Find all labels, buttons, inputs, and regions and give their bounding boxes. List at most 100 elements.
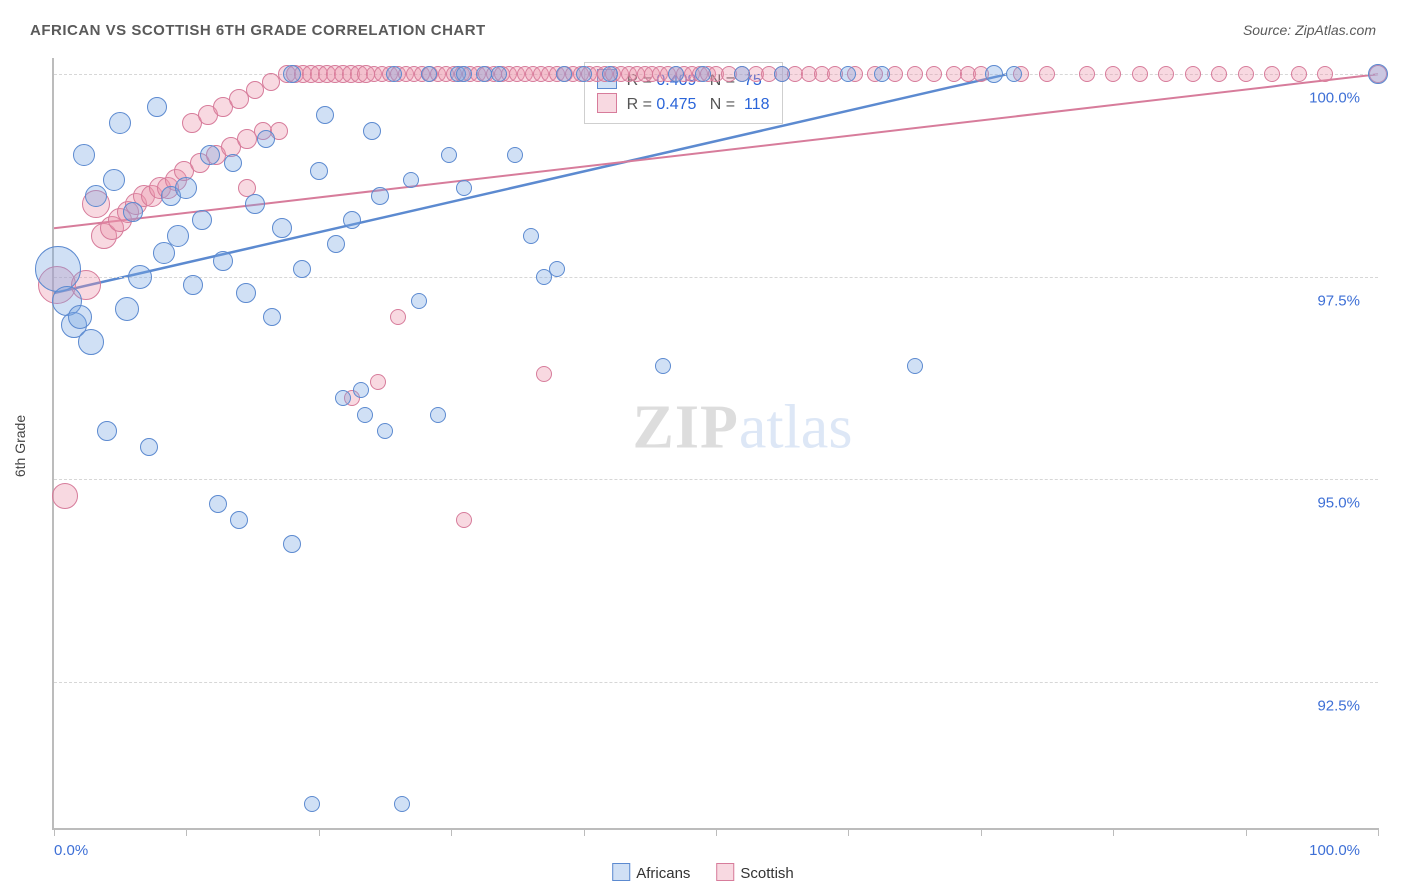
chart-title: AFRICAN VS SCOTTISH 6TH GRADE CORRELATIO… [30, 22, 486, 39]
africans-point [192, 210, 212, 230]
africans-point [85, 185, 107, 207]
africans-point [316, 106, 334, 124]
africans-point [377, 423, 393, 439]
x-tick [1378, 828, 1379, 836]
africans-point [283, 65, 301, 83]
africans-point [123, 202, 143, 222]
africans-point [304, 796, 320, 812]
x-tick [54, 828, 55, 836]
africans-point [283, 535, 301, 553]
africans-point [147, 97, 167, 117]
x-tick [716, 828, 717, 836]
africans-point [576, 66, 592, 82]
africans-point [183, 275, 203, 295]
africans-point [293, 260, 311, 278]
africans-point [327, 235, 345, 253]
y-axis-label: 6th Grade [12, 415, 28, 477]
gridline [54, 277, 1378, 278]
africans-point [335, 390, 351, 406]
africans-point [507, 147, 523, 163]
scottish-point [390, 309, 406, 325]
africans-point [200, 145, 220, 165]
africans-point [68, 305, 92, 329]
africans-point [421, 66, 437, 82]
legend: Africans Scottish [612, 863, 794, 882]
scottish-point [926, 66, 942, 82]
x-tick [186, 828, 187, 836]
africans-point [257, 130, 275, 148]
scottish-point [1264, 66, 1280, 82]
x-tick [319, 828, 320, 836]
gridline [54, 682, 1378, 683]
africans-point [363, 122, 381, 140]
legend-item: Scottish [716, 863, 793, 882]
africans-point [140, 438, 158, 456]
africans-point [230, 511, 248, 529]
africans-point [97, 421, 117, 441]
source-label: Source: ZipAtlas.com [1243, 22, 1376, 38]
africans-point [441, 147, 457, 163]
africans-point [310, 162, 328, 180]
africans-point [128, 265, 152, 289]
legend-item: Africans [612, 863, 690, 882]
africans-point [430, 407, 446, 423]
x-tick [1113, 828, 1114, 836]
scottish-point [456, 512, 472, 528]
scottish-point [907, 66, 923, 82]
africans-point [411, 293, 427, 309]
scottish-point [1185, 66, 1201, 82]
africans-point [263, 308, 281, 326]
africans-point [357, 407, 373, 423]
scottish-point [1105, 66, 1121, 82]
stats-row-scottish: R = 0.475 N = 118 [597, 93, 770, 117]
africans-point [103, 169, 125, 191]
scottish-point [1317, 66, 1333, 82]
scottish-point [1079, 66, 1095, 82]
africans-point [874, 66, 890, 82]
scatter-plot: ZIPatlas R = 0.409 N = 75R = 0.475 N = 1… [52, 58, 1378, 830]
y-tick-label: 97.5% [1317, 292, 1360, 309]
scottish-point [536, 366, 552, 382]
gridline [54, 479, 1378, 480]
x-tick-label: 100.0% [1309, 842, 1360, 859]
scottish-point [52, 483, 78, 509]
africans-point [109, 112, 131, 134]
y-tick-label: 95.0% [1317, 495, 1360, 512]
africans-point [403, 172, 419, 188]
africans-point [655, 358, 671, 374]
y-tick-label: 100.0% [1309, 90, 1360, 107]
africans-point [1368, 64, 1388, 84]
scottish-point [370, 374, 386, 390]
africans-point [695, 66, 711, 82]
x-tick [1246, 828, 1247, 836]
africans-point [985, 65, 1003, 83]
africans-point [491, 66, 507, 82]
africans-point [371, 187, 389, 205]
africans-point [35, 246, 81, 292]
y-tick-label: 92.5% [1317, 698, 1360, 715]
africans-point [224, 154, 242, 172]
scottish-point [1132, 66, 1148, 82]
africans-point [272, 218, 292, 238]
africans-point [840, 66, 856, 82]
x-tick [981, 828, 982, 836]
africans-point [175, 177, 197, 199]
africans-point [523, 228, 539, 244]
africans-point [167, 225, 189, 247]
africans-point [394, 796, 410, 812]
africans-point [456, 180, 472, 196]
scottish-point [1039, 66, 1055, 82]
africans-point [78, 329, 104, 355]
africans-point [73, 144, 95, 166]
x-tick [848, 828, 849, 836]
africans-point [115, 297, 139, 321]
africans-point [556, 66, 572, 82]
africans-point [774, 66, 790, 82]
africans-point [668, 66, 684, 82]
africans-point [386, 66, 402, 82]
africans-point [602, 66, 618, 82]
africans-point [734, 66, 750, 82]
africans-point [245, 194, 265, 214]
africans-point [1006, 66, 1022, 82]
africans-point [343, 211, 361, 229]
